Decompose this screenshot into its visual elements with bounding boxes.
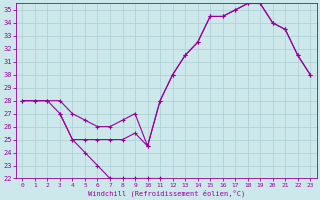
X-axis label: Windchill (Refroidissement éolien,°C): Windchill (Refroidissement éolien,°C)	[88, 189, 245, 197]
